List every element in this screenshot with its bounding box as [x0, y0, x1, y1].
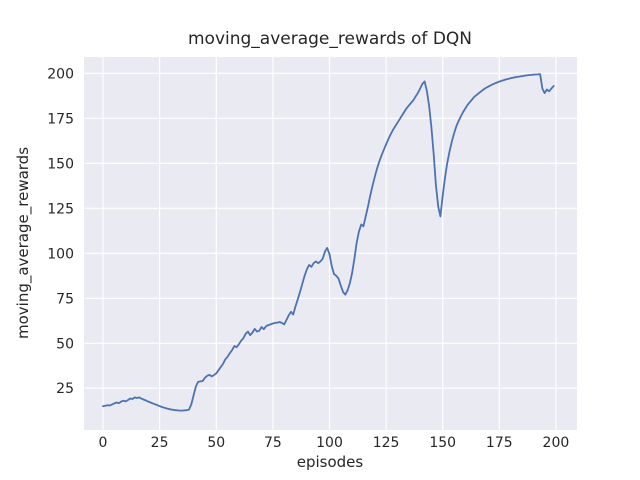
- axes-background: [84, 57, 577, 430]
- y-tick-label: 150: [47, 156, 74, 172]
- y-tick-label: 175: [47, 111, 74, 127]
- x-tick-label: 150: [429, 435, 456, 451]
- chart-title: moving_average_rewards of DQN: [188, 29, 472, 49]
- y-tick-labels: 25 50 75 100 125 150 175 200: [47, 66, 74, 397]
- x-tick-label: 125: [373, 435, 400, 451]
- x-tick-labels: 0 25 50 75 100 125 150 175 200: [99, 435, 570, 451]
- y-tick-label: 75: [56, 291, 74, 307]
- y-tick-label: 125: [47, 201, 74, 217]
- y-axis-label: moving_average_rewards: [14, 147, 33, 339]
- x-axis-label: episodes: [297, 453, 364, 471]
- x-tick-label: 50: [207, 435, 225, 451]
- y-tick-label: 50: [56, 336, 74, 352]
- dqn-reward-line: [102, 73, 555, 412]
- x-tick-label: 25: [151, 435, 169, 451]
- grid-lines: [84, 57, 577, 430]
- x-tick-label: 200: [543, 435, 570, 451]
- x-tick-label: 75: [264, 435, 282, 451]
- y-tick-label: 25: [56, 381, 74, 397]
- x-tick-label: 175: [486, 435, 513, 451]
- x-tick-label: 100: [316, 435, 343, 451]
- y-tick-label: 200: [47, 66, 74, 82]
- y-tick-label: 100: [47, 246, 74, 262]
- x-tick-label: 0: [99, 435, 108, 451]
